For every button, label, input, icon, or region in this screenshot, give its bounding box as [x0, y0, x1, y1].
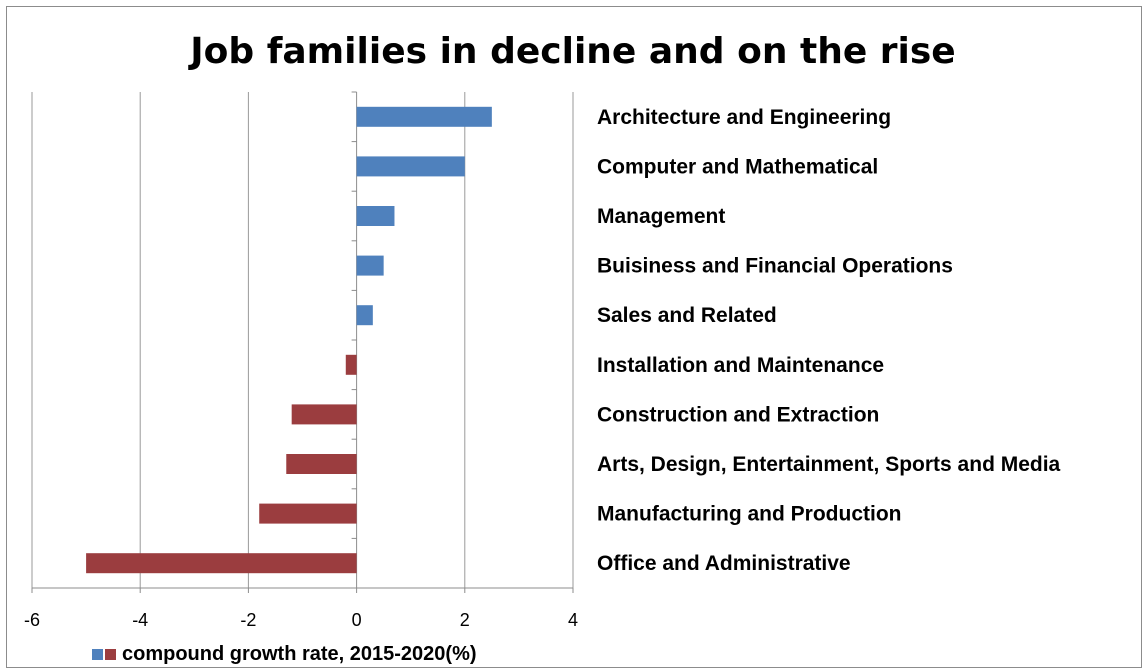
legend-swatch-positive: [92, 648, 103, 660]
category-label: Installation and Maintenance: [597, 354, 884, 377]
bars: [86, 106, 492, 574]
bar: [345, 354, 357, 375]
bar: [291, 404, 357, 425]
category-label: Arts, Design, Entertainment, Sports and …: [597, 453, 1061, 476]
bar: [86, 553, 357, 574]
category-labels: Architecture and Engineering Computer and…: [597, 106, 1061, 575]
category-label: Buisiness and Financial Operations: [597, 255, 953, 278]
x-tick-label: 2: [460, 610, 470, 630]
bar: [356, 255, 384, 276]
x-tick-labels: -6 -4 -2 0 2 4: [24, 610, 578, 630]
x-tick-label: -6: [24, 610, 40, 630]
legend-label: compound growth rate, 2015-2020(%): [122, 642, 477, 665]
category-label: Architecture and Engineering: [597, 106, 891, 129]
gridlines: [31, 92, 574, 588]
category-label: Office and Administrative: [597, 552, 851, 575]
category-label: Construction and Extraction: [597, 403, 879, 426]
x-tick-label: -4: [132, 610, 148, 630]
category-label: Sales and Related: [597, 304, 777, 327]
bar: [356, 156, 465, 177]
category-label: Management: [597, 205, 725, 228]
x-tick-label: -2: [240, 610, 256, 630]
chart-title: Job families in decline and on the rise: [190, 31, 956, 72]
bar: [259, 503, 357, 524]
category-label: Computer and Mathematical: [597, 155, 878, 178]
bar: [356, 106, 492, 127]
x-tick-label: 0: [352, 610, 362, 630]
category-label: Manufacturing and Production: [597, 503, 902, 526]
legend: compound growth rate, 2015-2020(%): [92, 642, 477, 666]
legend-swatch-negative: [105, 648, 116, 660]
bar: [356, 206, 395, 226]
bar: [286, 454, 357, 474]
bar-chart: -6 -4 -2 0 2 4 Architecture and Engineering Co…: [24, 91, 1061, 630]
bar: [356, 305, 373, 326]
x-tick-label: 4: [568, 610, 578, 630]
